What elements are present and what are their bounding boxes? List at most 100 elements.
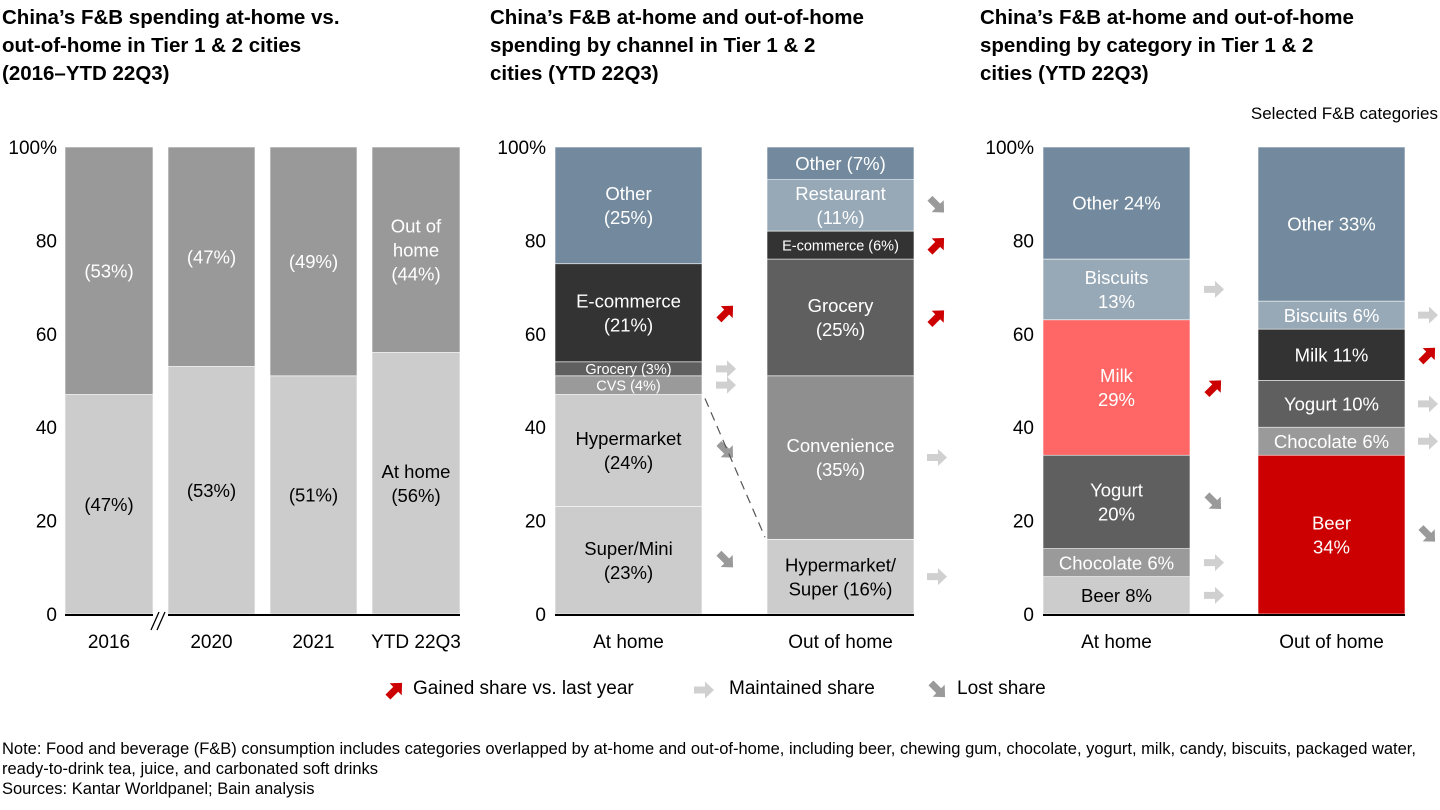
bar-segment-out-of-home <box>64 146 154 395</box>
segment-label: E-commerce <box>576 290 681 311</box>
segment-label: (24%) <box>604 452 653 473</box>
segment-label: CVS (4%) <box>596 378 660 394</box>
gained-share-arrow-icon <box>927 237 945 255</box>
category-label: 2016 <box>88 632 130 653</box>
maintained-share-arrow-icon <box>1418 432 1438 450</box>
bar-segment-other <box>1257 146 1406 302</box>
lost-share-arrow-icon <box>1204 492 1222 509</box>
bar-segment-hypermarket <box>554 394 703 507</box>
segment-label: (25%) <box>604 207 653 228</box>
title-line: (2016–YTD 22Q3) <box>2 62 170 85</box>
bar-segment-out-of-home <box>269 146 358 377</box>
bar-segment-milk <box>1257 328 1406 381</box>
bar-segment-at-home <box>167 366 256 615</box>
category-label: YTD 22Q3 <box>371 632 461 653</box>
segment-label: Grocery (3%) <box>585 362 671 378</box>
segment-label: Chocolate 6% <box>1274 431 1389 452</box>
segment-label: (47%) <box>187 246 236 267</box>
bar-segment-biscuits <box>1042 258 1191 321</box>
y-tick-label: 80 <box>36 231 57 252</box>
bar-segment-hypermarket-super <box>766 538 915 615</box>
axis-break-gap <box>153 608 168 628</box>
segment-label: 29% <box>1098 389 1135 410</box>
segment-label: Biscuits 6% <box>1284 305 1380 326</box>
segment-label: (25%) <box>816 319 865 340</box>
segment-label: At home <box>382 461 451 482</box>
segment-label: Beer 8% <box>1081 585 1152 606</box>
segment-label: home <box>393 239 439 260</box>
chart2-title: China’s F&B at-home and out-of-home spen… <box>490 4 960 88</box>
segment-label: Beer <box>1312 512 1351 533</box>
maintained-share-arrow-icon <box>1204 280 1224 298</box>
chart1-title: China’s F&B spending at-home vs. out-of-… <box>2 4 472 88</box>
category-label: Out of home <box>788 632 893 653</box>
segment-label: (53%) <box>84 260 133 281</box>
bar-segment-convenience <box>766 375 915 540</box>
segment-label: 34% <box>1313 536 1350 557</box>
category-label: At home <box>1081 632 1152 653</box>
title-line: China’s F&B at-home and out-of-home <box>980 6 1354 29</box>
segment-label: (21%) <box>604 314 653 335</box>
segment-label: (56%) <box>391 485 440 506</box>
maintained-share-arrow-icon <box>1204 586 1224 604</box>
lost-share-arrow-icon <box>928 680 946 698</box>
maintained-share-arrow-icon <box>716 360 736 378</box>
segment-label: Other 24% <box>1072 193 1160 214</box>
bar-segment-out-of-home <box>371 146 461 353</box>
title-line: China’s F&B at-home and out-of-home <box>490 6 864 29</box>
bar-segment-beer <box>1257 454 1406 615</box>
segment-label: (53%) <box>187 480 236 501</box>
segment-label: Hypermarket/ <box>785 554 897 575</box>
title-line: China’s F&B spending at-home vs. <box>2 6 340 29</box>
segment-label: (23%) <box>604 562 653 583</box>
bar-segment-e-commerce <box>554 263 703 363</box>
segment-label: Super/Mini <box>584 538 672 559</box>
y-tick-label: 40 <box>1013 418 1034 439</box>
segment-label: Grocery <box>808 295 875 316</box>
maintained-share-arrow-icon <box>694 681 714 699</box>
connector-dashed-line <box>704 398 766 538</box>
y-tick-label: 100% <box>497 138 546 159</box>
sources-text: Sources: Kantar Worldpanel; Bain analysi… <box>2 780 315 798</box>
y-tick-label: 20 <box>1013 512 1034 533</box>
category-label: 2021 <box>292 632 334 653</box>
segment-label: (35%) <box>816 459 865 480</box>
y-tick-label: 100% <box>8 138 57 159</box>
y-tick-label: 0 <box>1023 605 1034 626</box>
bar-segment-other <box>554 146 703 265</box>
y-tick-label: 40 <box>36 418 57 439</box>
bar-segment-super-mini <box>554 506 703 615</box>
bar-segment-restaurant <box>766 179 915 232</box>
title-line: spending by channel in Tier 1 & 2 <box>490 34 816 57</box>
bar-segment-grocery <box>766 258 915 377</box>
y-tick-label: 60 <box>1013 325 1034 346</box>
category-label: At home <box>593 632 664 653</box>
segment-label: Convenience <box>787 435 895 456</box>
y-tick-label: 40 <box>525 418 546 439</box>
bar-segment-other <box>1042 146 1191 260</box>
y-tick-label: 20 <box>525 512 546 533</box>
bar-segment-biscuits <box>1257 300 1406 330</box>
segment-label: (44%) <box>391 263 440 284</box>
title-line: spending by category in Tier 1 & 2 <box>980 34 1314 57</box>
segment-label: Super (16%) <box>789 578 893 599</box>
segment-label: 20% <box>1098 504 1135 525</box>
segment-label: (47%) <box>84 494 133 515</box>
maintained-share-arrow-icon <box>927 449 947 467</box>
bar-segment-at-home <box>64 394 154 615</box>
y-tick-label: 60 <box>525 325 546 346</box>
segment-label: Milk <box>1100 365 1134 386</box>
segment-label: E-commerce (6%) <box>782 238 899 254</box>
bar-segment-milk <box>1042 319 1191 456</box>
maintained-share-arrow-icon <box>927 568 947 586</box>
segment-label: Biscuits <box>1085 267 1149 288</box>
lost-share-arrow-icon <box>716 550 734 568</box>
bar-segment-e-commerce <box>766 230 915 260</box>
segment-label: (11%) <box>817 207 865 228</box>
note-text: Note: Food and beverage (F&B) consumptio… <box>2 740 1416 778</box>
lost-share-arrow-icon <box>716 441 734 458</box>
maintained-share-arrow-icon <box>1204 554 1224 572</box>
segment-label: Restaurant <box>795 183 886 204</box>
bar-segment-chocolate <box>1257 426 1406 456</box>
